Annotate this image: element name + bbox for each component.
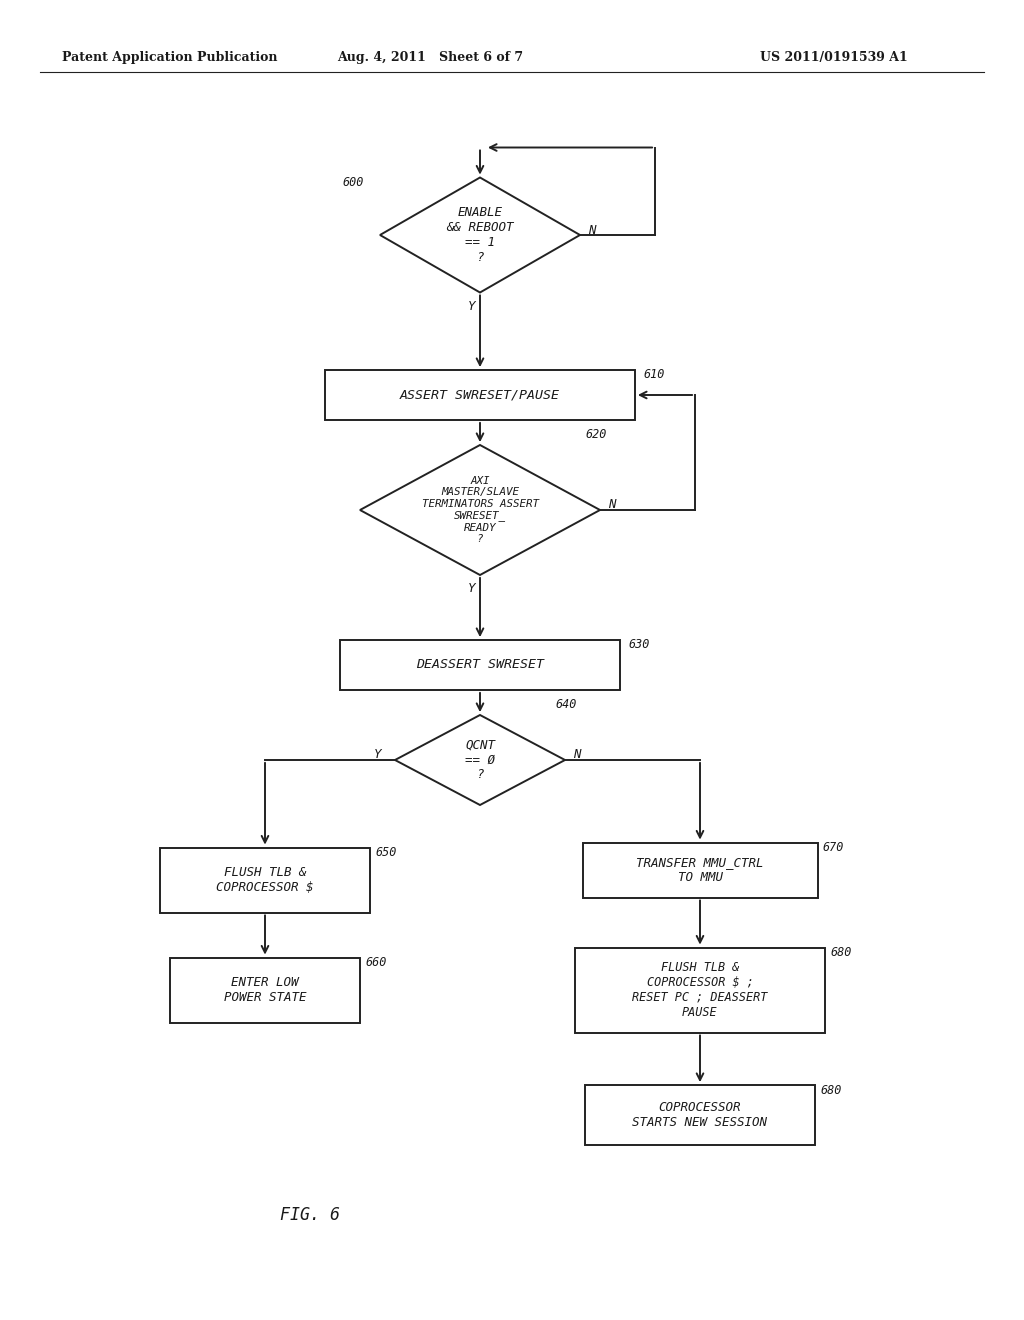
Text: Y: Y: [468, 300, 476, 313]
Text: ENTER LOW
POWER STATE: ENTER LOW POWER STATE: [224, 975, 306, 1005]
Polygon shape: [380, 177, 580, 293]
Bar: [575, 948, 825, 1032]
Polygon shape: [360, 445, 600, 576]
Text: 640: 640: [555, 698, 577, 711]
Text: 670: 670: [822, 841, 844, 854]
Text: FIG. 6: FIG. 6: [280, 1206, 340, 1224]
Text: Patent Application Publication: Patent Application Publication: [62, 51, 278, 65]
Text: 620: 620: [585, 429, 606, 441]
Text: 610: 610: [643, 368, 665, 381]
Text: US 2011/0191539 A1: US 2011/0191539 A1: [760, 51, 907, 65]
Polygon shape: [395, 715, 565, 805]
Text: ENABLE
&& REBOOT
== 1
?: ENABLE && REBOOT == 1 ?: [446, 206, 514, 264]
Text: Y: Y: [374, 748, 381, 762]
Text: N: N: [588, 223, 596, 236]
Text: N: N: [608, 499, 615, 511]
Text: AXI
MASTER/SLAVE
TERMINATORS ASSERT
SWRESET_
READY
?: AXI MASTER/SLAVE TERMINATORS ASSERT SWRE…: [422, 475, 539, 544]
Text: 680: 680: [830, 946, 851, 960]
Text: 650: 650: [375, 846, 396, 859]
Text: 630: 630: [628, 639, 649, 652]
Text: 600: 600: [342, 176, 364, 189]
Bar: [170, 957, 360, 1023]
Text: QCNT
== Ø
?: QCNT == Ø ?: [465, 738, 495, 781]
Text: TRANSFER MMU_CTRL
TO MMU: TRANSFER MMU_CTRL TO MMU: [636, 855, 764, 884]
Text: 680: 680: [820, 1084, 842, 1097]
Text: Y: Y: [468, 582, 476, 595]
Bar: [325, 370, 635, 420]
Text: 660: 660: [365, 956, 386, 969]
Bar: [585, 1085, 815, 1144]
Bar: [340, 640, 620, 690]
Bar: [583, 842, 817, 898]
Text: FLUSH TLB &
COPROCESSOR $ ;
RESET PC ; DEASSERT
PAUSE: FLUSH TLB & COPROCESSOR $ ; RESET PC ; D…: [632, 961, 768, 1019]
Text: DEASSERT SWRESET: DEASSERT SWRESET: [416, 659, 544, 672]
Text: Aug. 4, 2011   Sheet 6 of 7: Aug. 4, 2011 Sheet 6 of 7: [337, 51, 523, 65]
Bar: [160, 847, 370, 912]
Text: N: N: [573, 748, 581, 762]
Text: FLUSH TLB &
COPROCESSOR $: FLUSH TLB & COPROCESSOR $: [216, 866, 313, 894]
Text: ASSERT SWRESET/PAUSE: ASSERT SWRESET/PAUSE: [400, 388, 560, 401]
Text: COPROCESSOR
STARTS NEW SESSION: COPROCESSOR STARTS NEW SESSION: [633, 1101, 768, 1129]
